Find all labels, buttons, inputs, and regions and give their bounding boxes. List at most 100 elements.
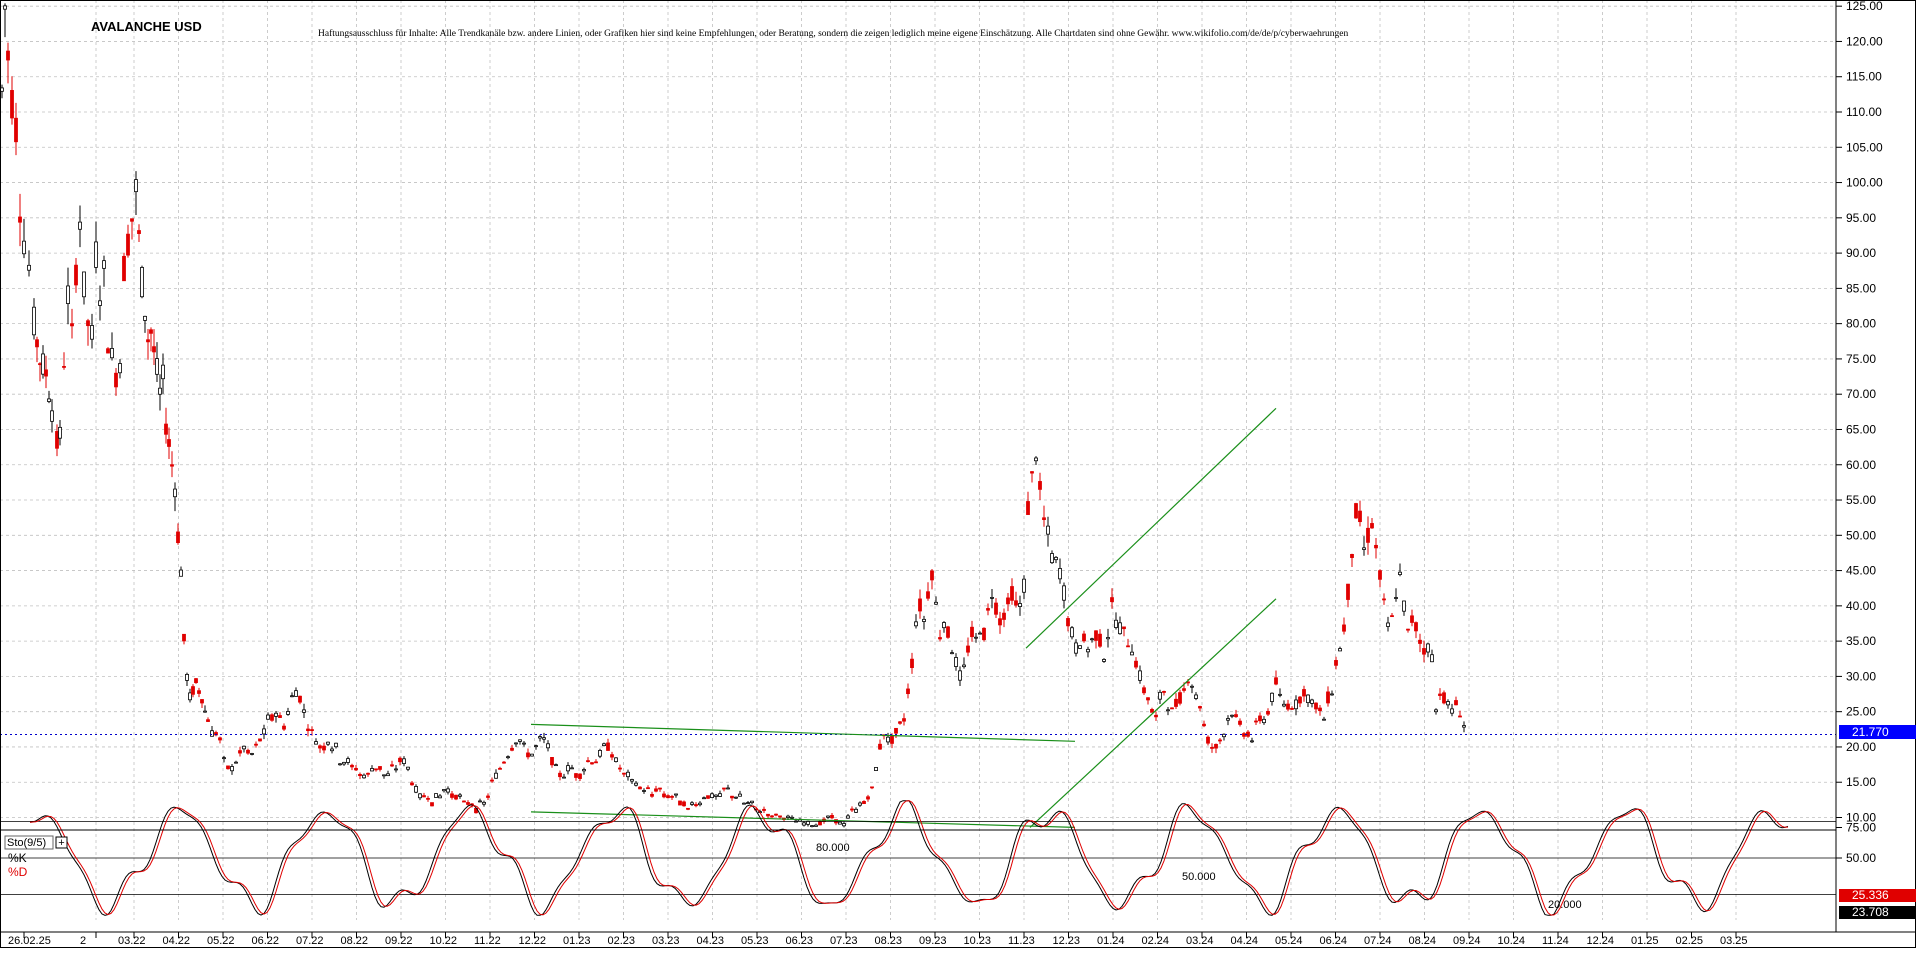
candle-body	[1194, 694, 1198, 699]
candle-body	[930, 570, 934, 581]
candle-body	[1446, 701, 1450, 706]
time-tick-label: 04.23	[697, 935, 725, 947]
candle-body	[262, 728, 266, 735]
candle-body	[726, 787, 730, 790]
candle-body	[1014, 600, 1018, 606]
candle-body	[1170, 707, 1174, 710]
candle-body	[874, 767, 878, 771]
candle-body	[270, 714, 274, 721]
candle-body	[378, 766, 382, 770]
candle-body	[722, 787, 726, 790]
osc-tick-label: 50.00	[1846, 851, 1876, 865]
candle-body	[1386, 622, 1390, 627]
candle-body	[1262, 718, 1266, 724]
candle-body	[318, 745, 322, 749]
candle-body	[1406, 628, 1410, 631]
candle-body	[1374, 544, 1378, 549]
candle-body	[458, 794, 462, 797]
time-tick-label: 05.22	[207, 935, 235, 947]
candle-body	[918, 598, 922, 612]
candle-body	[62, 366, 66, 368]
candle-body	[1114, 619, 1118, 628]
candle-body	[1310, 699, 1314, 704]
time-tick-label: 12.24	[1587, 935, 1615, 947]
candle-body	[1278, 693, 1282, 696]
osc-expand-button[interactable]	[55, 836, 68, 849]
candle-body	[126, 233, 130, 256]
candle-body	[161, 364, 165, 380]
candle-body	[38, 363, 42, 366]
candle-body	[78, 221, 82, 230]
candle-body	[298, 695, 302, 703]
candle-body	[706, 795, 710, 799]
candle-body	[164, 423, 168, 435]
price-tick-label: 110.00	[1846, 105, 1882, 119]
candle-body	[466, 802, 470, 805]
time-tick-label: 11.23	[1008, 935, 1035, 947]
candle-body	[830, 815, 834, 819]
time-tick-label: 01.25	[1631, 935, 1659, 947]
candle-body	[1106, 637, 1110, 640]
candle-body	[94, 241, 98, 268]
candle-body	[1450, 708, 1454, 714]
candle-body	[1462, 725, 1466, 728]
candle-body	[922, 618, 926, 622]
candle-body	[598, 750, 602, 757]
candle-body	[1298, 696, 1302, 704]
candle-body	[810, 825, 814, 828]
candle-body	[426, 797, 430, 800]
candle-body	[146, 339, 150, 343]
candle-body	[946, 626, 950, 638]
candle-body	[814, 824, 818, 827]
candle-body	[346, 758, 350, 763]
candle-body	[1398, 571, 1402, 575]
candle-body	[226, 765, 230, 770]
osc-level-50-label: 50.000	[1182, 871, 1216, 883]
disclaimer-text: Haftungsausschluss für Inhalte: Alle Tre…	[318, 28, 1349, 39]
candle-body	[1062, 585, 1066, 601]
time-tick-label: 03.24	[1186, 935, 1214, 947]
candle-body	[1358, 510, 1362, 523]
price-tick-label: 60.00	[1846, 458, 1876, 472]
candle-body	[866, 796, 870, 800]
candle-body	[1022, 578, 1026, 593]
price-tick-label: 20.00	[1846, 740, 1876, 754]
candle-body	[3, 5, 7, 10]
time-tick-label: 03.22	[118, 935, 146, 947]
candle-body	[630, 779, 634, 782]
candle-body	[606, 742, 610, 751]
candle-body	[1094, 630, 1098, 641]
candle-body	[418, 793, 422, 799]
price-tick-label: 50.00	[1846, 528, 1876, 542]
candle-body	[191, 686, 195, 695]
candle-body	[842, 823, 846, 827]
candle-body	[41, 353, 45, 375]
candle-body	[176, 531, 180, 544]
candle-body	[1442, 692, 1446, 704]
candle-body	[22, 240, 26, 255]
candle-body	[1154, 714, 1158, 718]
osc-legend-box[interactable]	[4, 835, 54, 850]
candle-body	[562, 776, 566, 779]
candle-body	[158, 387, 162, 395]
price-tick-label: 40.00	[1846, 599, 1876, 613]
candle-body	[442, 789, 446, 792]
candle-body	[978, 632, 982, 635]
candle-body	[330, 748, 334, 752]
price-tick-label: 55.00	[1846, 493, 1876, 507]
candle-body	[738, 793, 742, 797]
candle-body	[566, 765, 570, 772]
candle-body	[1390, 615, 1394, 618]
candle-body	[70, 323, 74, 327]
candle-body	[1190, 685, 1194, 688]
candle-body	[366, 772, 370, 775]
candle-body	[185, 673, 189, 681]
osc-legend-k: %K	[8, 851, 27, 865]
candle-body	[230, 766, 234, 772]
candle-body	[634, 782, 638, 786]
candle-body	[862, 801, 866, 804]
candle-body	[886, 736, 890, 743]
candle-body	[274, 712, 278, 717]
candle-body	[1098, 633, 1102, 647]
candle-body	[614, 757, 618, 762]
